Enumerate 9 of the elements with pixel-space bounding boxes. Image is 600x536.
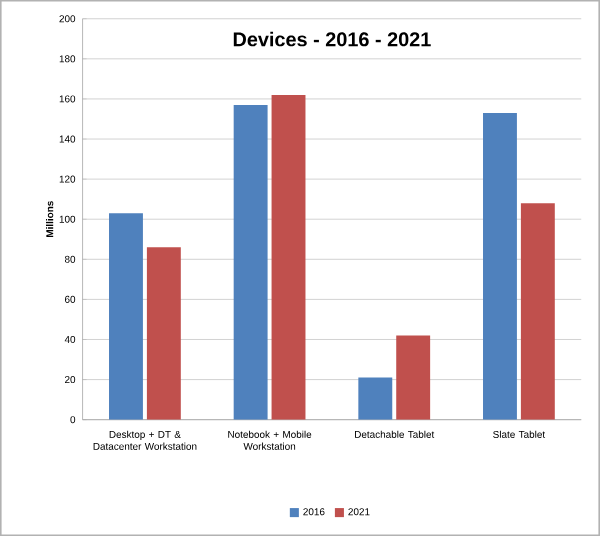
bar xyxy=(358,377,393,420)
bar xyxy=(520,203,555,420)
bar xyxy=(146,247,181,420)
bar xyxy=(396,335,431,420)
bar xyxy=(233,104,268,420)
bar xyxy=(109,213,143,420)
bar xyxy=(483,112,517,420)
text: Devices - 2016 - 2021 xyxy=(233,31,431,47)
bar xyxy=(271,94,306,420)
